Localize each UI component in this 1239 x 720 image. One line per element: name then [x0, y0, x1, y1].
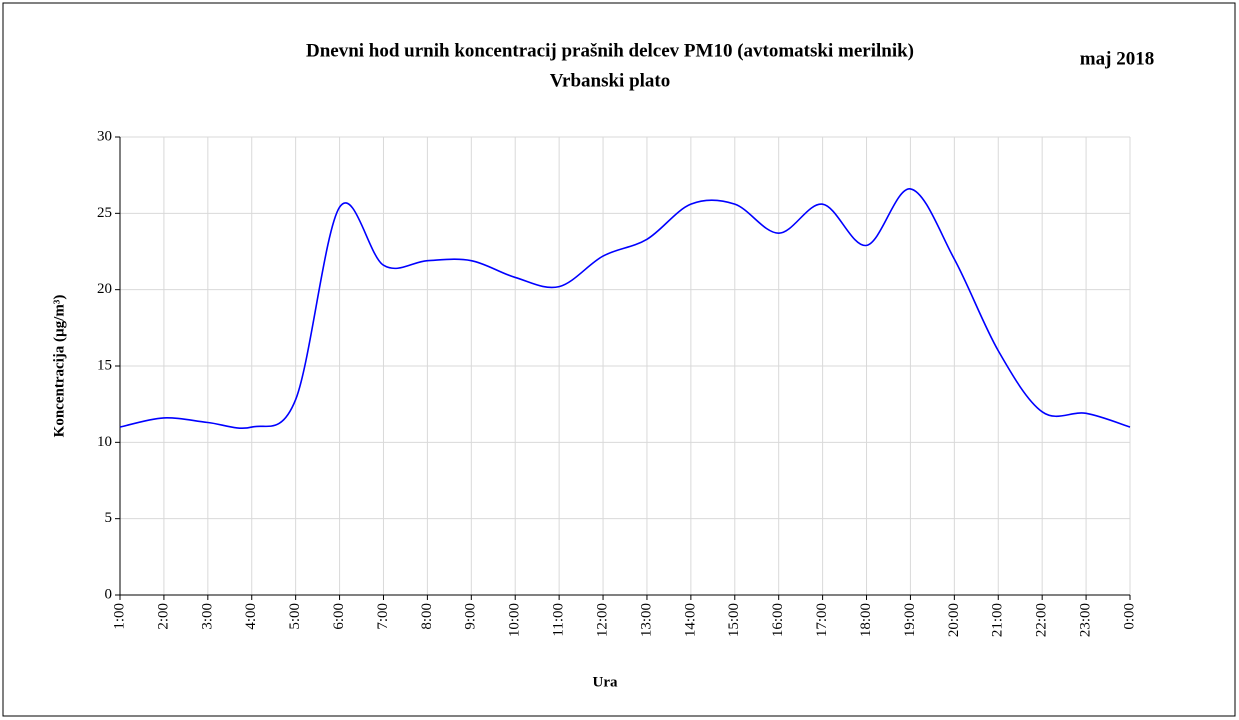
data-line: [119, 188, 1131, 429]
x-tick-label: 1:00: [111, 603, 127, 630]
chart-subtitle: Vrbanski plato: [550, 70, 671, 91]
x-tick-label: 11:00: [551, 603, 567, 637]
x-tick-label: 14:00: [682, 603, 698, 637]
x-tick-label: 6:00: [331, 603, 347, 630]
x-tick-label: 20:00: [946, 603, 962, 637]
y-tick-label: 5: [105, 510, 113, 526]
y-tick-label: 20: [97, 281, 112, 297]
x-tick-label: 4:00: [243, 603, 259, 630]
x-tick-label: 22:00: [1034, 603, 1050, 637]
x-tick-label: 19:00: [902, 603, 918, 637]
x-tick-label: 21:00: [990, 603, 1006, 637]
x-tick-label: 8:00: [419, 603, 435, 630]
x-axis-label: Ura: [593, 674, 618, 690]
x-tick-label: 3:00: [199, 603, 215, 630]
x-tick-label: 12:00: [594, 603, 610, 637]
x-tick-label: 5:00: [287, 603, 303, 630]
y-tick-label: 30: [97, 128, 112, 144]
x-tick-label: 7:00: [375, 603, 391, 630]
x-tick-label: 13:00: [638, 603, 654, 637]
x-tick-label: 18:00: [858, 603, 874, 637]
x-tick-label: 2:00: [155, 603, 171, 630]
y-tick-label: 15: [97, 357, 112, 373]
chart-title: Dnevni hod urnih koncentracij prašnih de…: [306, 40, 914, 61]
x-tick-label: 23:00: [1078, 603, 1094, 637]
x-tick-label: 16:00: [770, 603, 786, 637]
y-tick-label: 10: [97, 434, 112, 450]
x-tick-label: 17:00: [814, 603, 830, 637]
x-tick-label: 9:00: [463, 603, 479, 630]
x-tick-label: 15:00: [726, 603, 742, 637]
y-axis-label: Koncentracija (µg/m³): [51, 295, 67, 438]
x-tick-label: 0:00: [1121, 603, 1137, 630]
y-tick-label: 25: [97, 205, 112, 221]
x-tick-label: 10:00: [507, 603, 523, 637]
y-tick-label: 0: [105, 586, 113, 602]
annotation: maj 2018: [1080, 48, 1154, 69]
